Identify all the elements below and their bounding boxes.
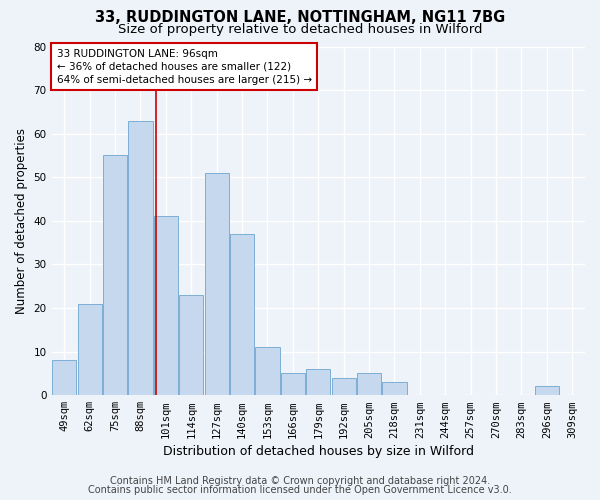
Text: 33, RUDDINGTON LANE, NOTTINGHAM, NG11 7BG: 33, RUDDINGTON LANE, NOTTINGHAM, NG11 7B… (95, 10, 505, 25)
Bar (52, 360, 76, 395)
Bar (535, 386, 559, 395)
Bar (205, 173, 229, 395)
Bar (306, 369, 331, 395)
Text: Contains public sector information licensed under the Open Government Licence v3: Contains public sector information licen… (88, 485, 512, 495)
Bar (357, 374, 381, 395)
X-axis label: Distribution of detached houses by size in Wilford: Distribution of detached houses by size … (163, 444, 474, 458)
Text: 33 RUDDINGTON LANE: 96sqm
← 36% of detached houses are smaller (122)
64% of semi: 33 RUDDINGTON LANE: 96sqm ← 36% of detac… (56, 48, 312, 85)
Bar (128, 120, 152, 395)
Bar (103, 156, 127, 395)
Bar (281, 374, 305, 395)
Bar (179, 295, 203, 395)
Bar (382, 382, 407, 395)
Bar (332, 378, 356, 395)
Bar (154, 216, 178, 395)
Text: Size of property relative to detached houses in Wilford: Size of property relative to detached ho… (118, 22, 482, 36)
Bar (77, 304, 102, 395)
Bar (256, 347, 280, 395)
Text: Contains HM Land Registry data © Crown copyright and database right 2024.: Contains HM Land Registry data © Crown c… (110, 476, 490, 486)
Bar (230, 234, 254, 395)
Y-axis label: Number of detached properties: Number of detached properties (15, 128, 28, 314)
